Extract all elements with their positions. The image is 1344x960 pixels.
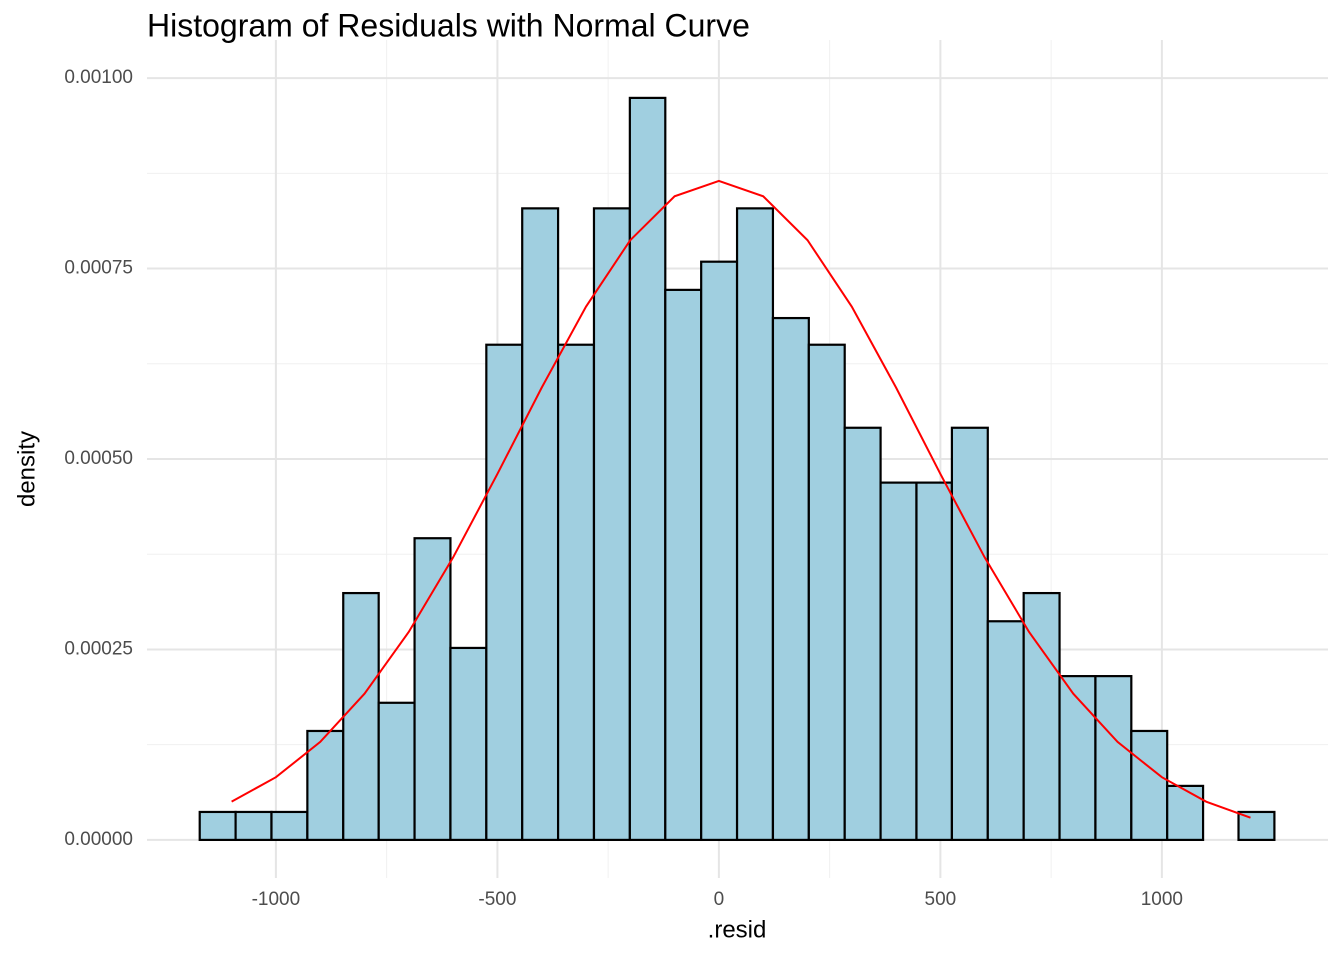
bar	[234, 810, 273, 842]
bar	[1094, 675, 1133, 842]
y-axis-label: density	[13, 431, 40, 507]
bar	[950, 426, 989, 842]
x-tick-label: 500	[925, 889, 957, 910]
bar	[915, 481, 954, 842]
bar	[521, 207, 560, 842]
normal-curve	[231, 179, 1251, 819]
bar	[342, 591, 380, 842]
bar	[1166, 784, 1205, 842]
y-tick-label: 0.00100	[64, 67, 133, 88]
bar	[1237, 810, 1276, 842]
bar	[771, 316, 810, 842]
chart-title: Histogram of Residuals with Normal Curve	[147, 7, 750, 43]
bar	[198, 810, 237, 842]
y-tick-label: 0.00050	[64, 448, 133, 469]
bar	[270, 810, 309, 842]
bar	[843, 426, 882, 842]
y-tick-label: 0.00000	[64, 829, 133, 850]
y-tick-label: 0.00025	[64, 638, 133, 659]
bar	[413, 537, 452, 842]
bar	[700, 260, 739, 842]
bar	[735, 207, 775, 842]
x-tick-label: -500	[478, 889, 516, 910]
bar	[807, 343, 846, 842]
x-axis-label: .resid	[708, 916, 767, 943]
bar	[664, 288, 703, 842]
bar	[377, 701, 416, 842]
x-tick-label: 0	[714, 889, 725, 910]
bar	[1058, 675, 1097, 842]
bar	[1022, 591, 1061, 842]
x-tick-label: -1000	[252, 889, 301, 910]
bar	[449, 646, 488, 842]
bar	[1130, 729, 1169, 842]
bar	[986, 620, 1025, 842]
bar	[592, 207, 631, 842]
y-tick-label: 0.00075	[64, 258, 133, 279]
x-tick-label: 1000	[1141, 889, 1183, 910]
bar	[628, 96, 667, 842]
bar	[485, 343, 524, 842]
bar	[879, 481, 918, 842]
bar	[556, 343, 596, 842]
